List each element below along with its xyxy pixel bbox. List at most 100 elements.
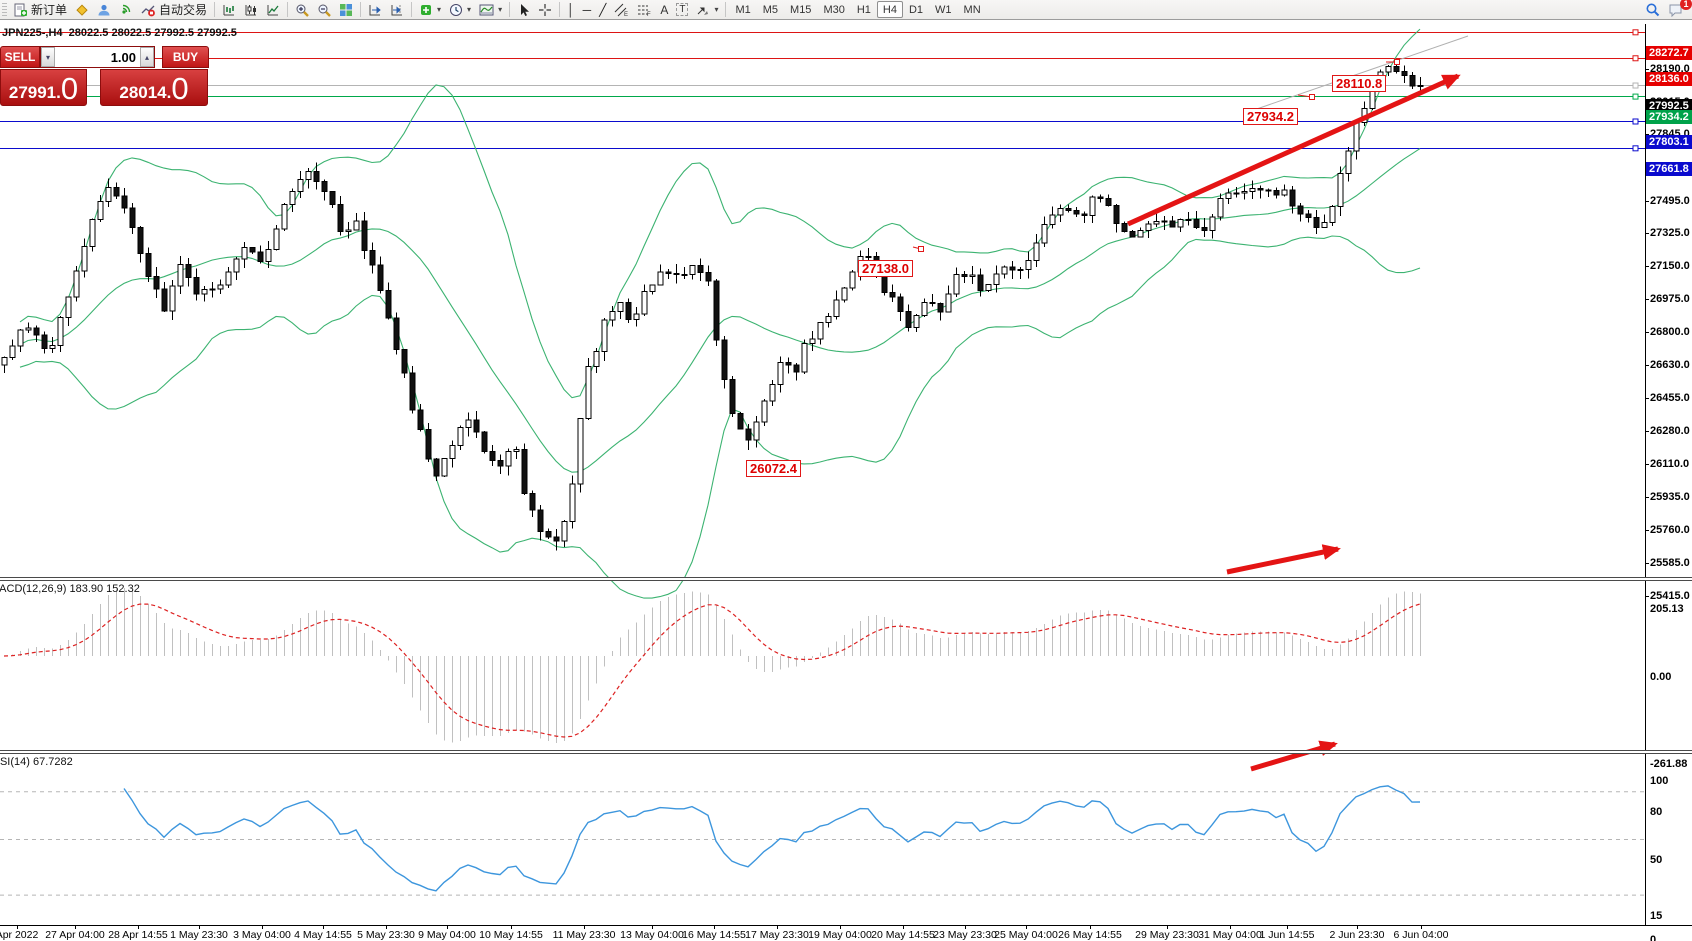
- vline-icon: │: [567, 2, 575, 17]
- new-order-button[interactable]: 新订单: [9, 1, 71, 19]
- price-level-label-28272.7[interactable]: 28272.7: [1646, 46, 1692, 60]
- chart-area[interactable]: JPN225-,H4 28022.5 28022.5 27992.5 27992…: [0, 21, 1692, 941]
- text-label-button[interactable]: T: [672, 1, 692, 19]
- equidistant-channel-button[interactable]: E: [610, 1, 633, 19]
- price-tick-mark: [1645, 233, 1649, 234]
- macd-pane-splitter[interactable]: [0, 577, 1692, 581]
- price-tick-mark: [1645, 497, 1649, 498]
- toolbar-grip[interactable]: [2, 2, 7, 17]
- time-axis-label: 13 May 04:00: [620, 929, 684, 941]
- community-icon: [98, 4, 110, 15]
- cursor-button[interactable]: [513, 1, 534, 19]
- indicators-button[interactable]: ▾: [415, 1, 445, 19]
- rsi-scale-label: 50: [1650, 854, 1663, 866]
- price-callout-28110.8[interactable]: 28110.8: [1332, 75, 1387, 92]
- timeframe-h1-button[interactable]: H1: [851, 1, 877, 18]
- crosshair-button[interactable]: [534, 1, 556, 19]
- fibonacci-button[interactable]: F: [633, 1, 656, 19]
- level-anchor-27803.1[interactable]: [1632, 118, 1639, 125]
- time-tick-mark: [1230, 926, 1231, 929]
- chart-shift-icon: [391, 4, 403, 15]
- trendline-icon: ╱: [599, 2, 607, 17]
- level-anchor-28136.0[interactable]: [1632, 55, 1639, 62]
- deposit-button[interactable]: [71, 1, 93, 19]
- sell-button[interactable]: SELL: [0, 46, 40, 68]
- timeframe-mn-button[interactable]: MN: [958, 1, 987, 18]
- zoom-in-button[interactable]: [291, 1, 313, 19]
- time-tick-mark: [1026, 926, 1027, 929]
- timeframe-m30-button[interactable]: M30: [817, 1, 850, 18]
- price-level-label-28136.0[interactable]: 28136.0: [1646, 72, 1692, 86]
- line-chart-button[interactable]: [262, 1, 284, 19]
- zoom-out-button[interactable]: [313, 1, 335, 19]
- timeframe-m1-button[interactable]: M1: [729, 1, 756, 18]
- timeframe-h4-button[interactable]: H4: [876, 1, 903, 18]
- toolbar: 新订单 自动交易: [0, 0, 1692, 20]
- chart-shift-button[interactable]: [386, 1, 408, 19]
- timeframe-m15-button[interactable]: M15: [784, 1, 817, 18]
- tile-windows-button[interactable]: [335, 1, 357, 19]
- level-anchor-28272.7[interactable]: [1632, 29, 1639, 36]
- candlestick-icon: [245, 4, 257, 15]
- text-button[interactable]: A: [656, 1, 672, 19]
- level-anchor-27992.5[interactable]: [1632, 82, 1639, 89]
- bar-chart-button[interactable]: [218, 1, 240, 19]
- price-chart-canvas[interactable]: [0, 21, 1692, 941]
- volume-input[interactable]: [55, 47, 140, 67]
- price-tick-mark: [1645, 431, 1649, 432]
- timeframe-toolbar: M1 M5 M15 M30 H1 H4 D1 W1 MN: [729, 1, 986, 18]
- time-tick-mark: [75, 926, 76, 929]
- signals-button[interactable]: [115, 1, 137, 19]
- trend-arrow-3[interactable]: [1250, 740, 1338, 772]
- price-level-label-27661.8[interactable]: 27661.8: [1646, 162, 1692, 176]
- sell-price[interactable]: 27991. 0: [0, 69, 87, 106]
- periods-button[interactable]: ▾: [445, 1, 475, 19]
- templates-caret-icon: ▾: [498, 5, 503, 14]
- indicators-icon: [421, 4, 432, 15]
- auto-scroll-button[interactable]: [364, 1, 386, 19]
- price-callout-26072.4[interactable]: 26072.4: [746, 460, 801, 477]
- trend-arrow-1[interactable]: [1126, 73, 1461, 227]
- templates-button[interactable]: ▾: [475, 1, 506, 19]
- timeframe-w1-button[interactable]: W1: [929, 1, 958, 18]
- notification-badge: 1: [1680, 0, 1692, 10]
- vertical-line-button[interactable]: │: [563, 1, 579, 19]
- price-callout-27138.0[interactable]: 27138.0: [858, 260, 913, 277]
- price-level-label-27992.5[interactable]: 27992.5: [1646, 99, 1692, 113]
- candlestick-chart-button[interactable]: [240, 1, 262, 19]
- one-click-trading-panel: SELL ▾ ▴ BUY 27991.0 28014.0: [0, 46, 209, 106]
- volume-increase-button[interactable]: ▴: [140, 47, 154, 67]
- time-tick-mark: [386, 926, 387, 929]
- level-anchor-27661.8[interactable]: [1632, 145, 1639, 152]
- time-axis-label: 4 May 14:55: [294, 929, 352, 941]
- rsi-pane-splitter[interactable]: [0, 750, 1692, 754]
- volume-control: ▾ ▴: [40, 46, 155, 68]
- timeframe-m5-button[interactable]: M5: [757, 1, 784, 18]
- time-tick-mark: [584, 926, 585, 929]
- candles-group[interactable]: [1, 63, 1424, 551]
- search-button[interactable]: [1641, 1, 1664, 19]
- trendline-button[interactable]: ╱: [595, 1, 610, 19]
- auto-trading-button[interactable]: 自动交易: [137, 1, 211, 19]
- price-level-label-27803.1[interactable]: 27803.1: [1646, 135, 1692, 149]
- buy-price-pip: 0: [171, 71, 189, 106]
- svg-text:E: E: [624, 12, 628, 17]
- volume-decrease-button[interactable]: ▾: [41, 47, 55, 67]
- time-tick-mark: [965, 926, 966, 929]
- shapes-button[interactable]: ▾: [692, 1, 722, 19]
- rsi-label: RSI(14) 67.7282: [0, 756, 73, 768]
- trend-arrow-2[interactable]: [1226, 544, 1341, 575]
- price-callout-27934.2[interactable]: 27934.2: [1243, 108, 1298, 125]
- price-level-label-27934.2[interactable]: 27934.2: [1646, 110, 1692, 124]
- notifications-button[interactable]: 1: [1664, 0, 1692, 19]
- horizontal-line-button[interactable]: ─: [579, 1, 596, 19]
- price-tick-label: 26630.0: [1650, 359, 1690, 371]
- time-axis-label: 10 May 14:55: [479, 929, 543, 941]
- buy-price[interactable]: 28014. 0: [100, 69, 208, 106]
- trendline-object[interactable]: [1247, 35, 1469, 113]
- community-button[interactable]: [93, 1, 115, 19]
- level-anchor-27934.2[interactable]: [1632, 93, 1639, 100]
- timeframe-d1-button[interactable]: D1: [903, 1, 929, 18]
- buy-button[interactable]: BUY: [162, 46, 209, 68]
